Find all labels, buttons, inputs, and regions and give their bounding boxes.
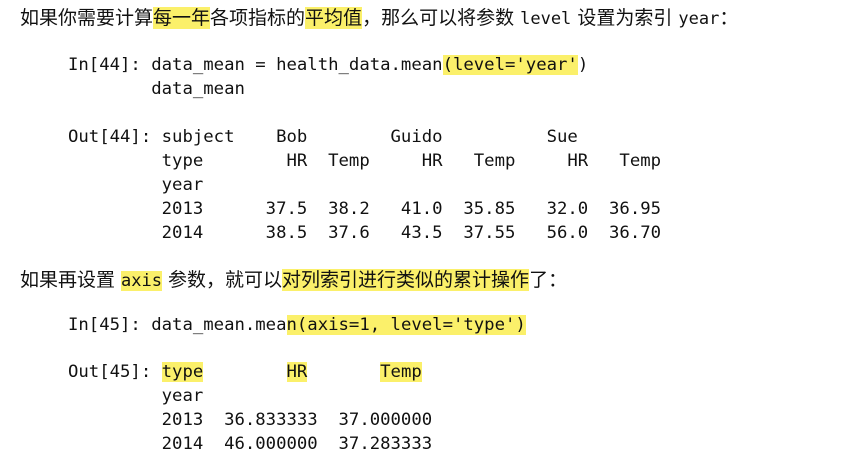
output-header-year: year — [68, 386, 204, 406]
text-run: 设置为索引 — [571, 7, 679, 29]
highlight-level-year: (level='year' — [442, 55, 578, 75]
text-run: ，那么可以将参数 — [362, 7, 521, 29]
text-run: 参数，就可以 — [162, 269, 283, 291]
inline-code-axis: axis — [121, 271, 162, 291]
code-output-45: Out[45]: type HR Temp year 2013 36.83333… — [68, 360, 432, 456]
highlight-axis-args: n(axis=1, level='type') — [286, 315, 526, 335]
inline-code-year: year — [678, 9, 720, 29]
output-row-2013: 2013 37.5 38.2 41.0 35.85 32.0 36.95 — [68, 199, 662, 219]
output-row-2014: 2014 38.5 37.6 43.5 37.55 56.0 36.70 — [68, 223, 662, 243]
highlight-each-year: 每一年 — [153, 7, 211, 29]
code-output-44: Out[44]: subject Bob Guido Sue type HR T… — [68, 125, 661, 245]
output-header-year: year — [68, 175, 204, 195]
highlight-column-aggregation: 对列索引进行类似的累计操作 — [282, 269, 530, 291]
text-run: 各项指标的 — [210, 7, 306, 29]
highlight-average: 平均值 — [305, 7, 363, 29]
code-line: In[44]: data_mean = health_data.mean — [68, 55, 443, 75]
code-line: data_mean — [68, 79, 245, 99]
code-input-44: In[44]: data_mean = health_data.mean(lev… — [68, 53, 588, 101]
highlight-header-type: type — [161, 362, 204, 382]
output-header-type: type HR Temp HR Temp HR Temp — [68, 151, 662, 171]
paragraph-mean-by-year: 如果你需要计算每一年各项指标的平均值，那么可以将参数 level 设置为索引 y… — [20, 4, 738, 33]
output-prefix: Out[45]: — [68, 362, 162, 382]
output-row-2013: 2013 36.833333 37.000000 — [68, 410, 433, 430]
code-line: In[45]: data_mean.mea — [68, 315, 287, 335]
text-run: 了： — [529, 269, 568, 291]
code-line: ) — [577, 55, 589, 75]
text-run: ： — [719, 7, 739, 29]
spacer — [307, 362, 380, 382]
code-input-45: In[45]: data_mean.mean(axis=1, level='ty… — [68, 313, 526, 337]
text-run: 如果再设置 — [20, 269, 122, 291]
output-row-2014: 2014 46.000000 37.283333 — [68, 434, 433, 454]
paragraph-axis: 如果再设置 axis 参数，就可以对列索引进行类似的累计操作了： — [20, 266, 567, 295]
spacer — [203, 362, 286, 382]
inline-code-level: level — [520, 9, 572, 29]
output-header-subject: Out[44]: subject Bob Guido Sue — [68, 127, 578, 147]
highlight-header-hr: HR — [286, 362, 308, 382]
highlight-header-temp: Temp — [380, 362, 422, 382]
text-run: 如果你需要计算 — [20, 7, 154, 29]
